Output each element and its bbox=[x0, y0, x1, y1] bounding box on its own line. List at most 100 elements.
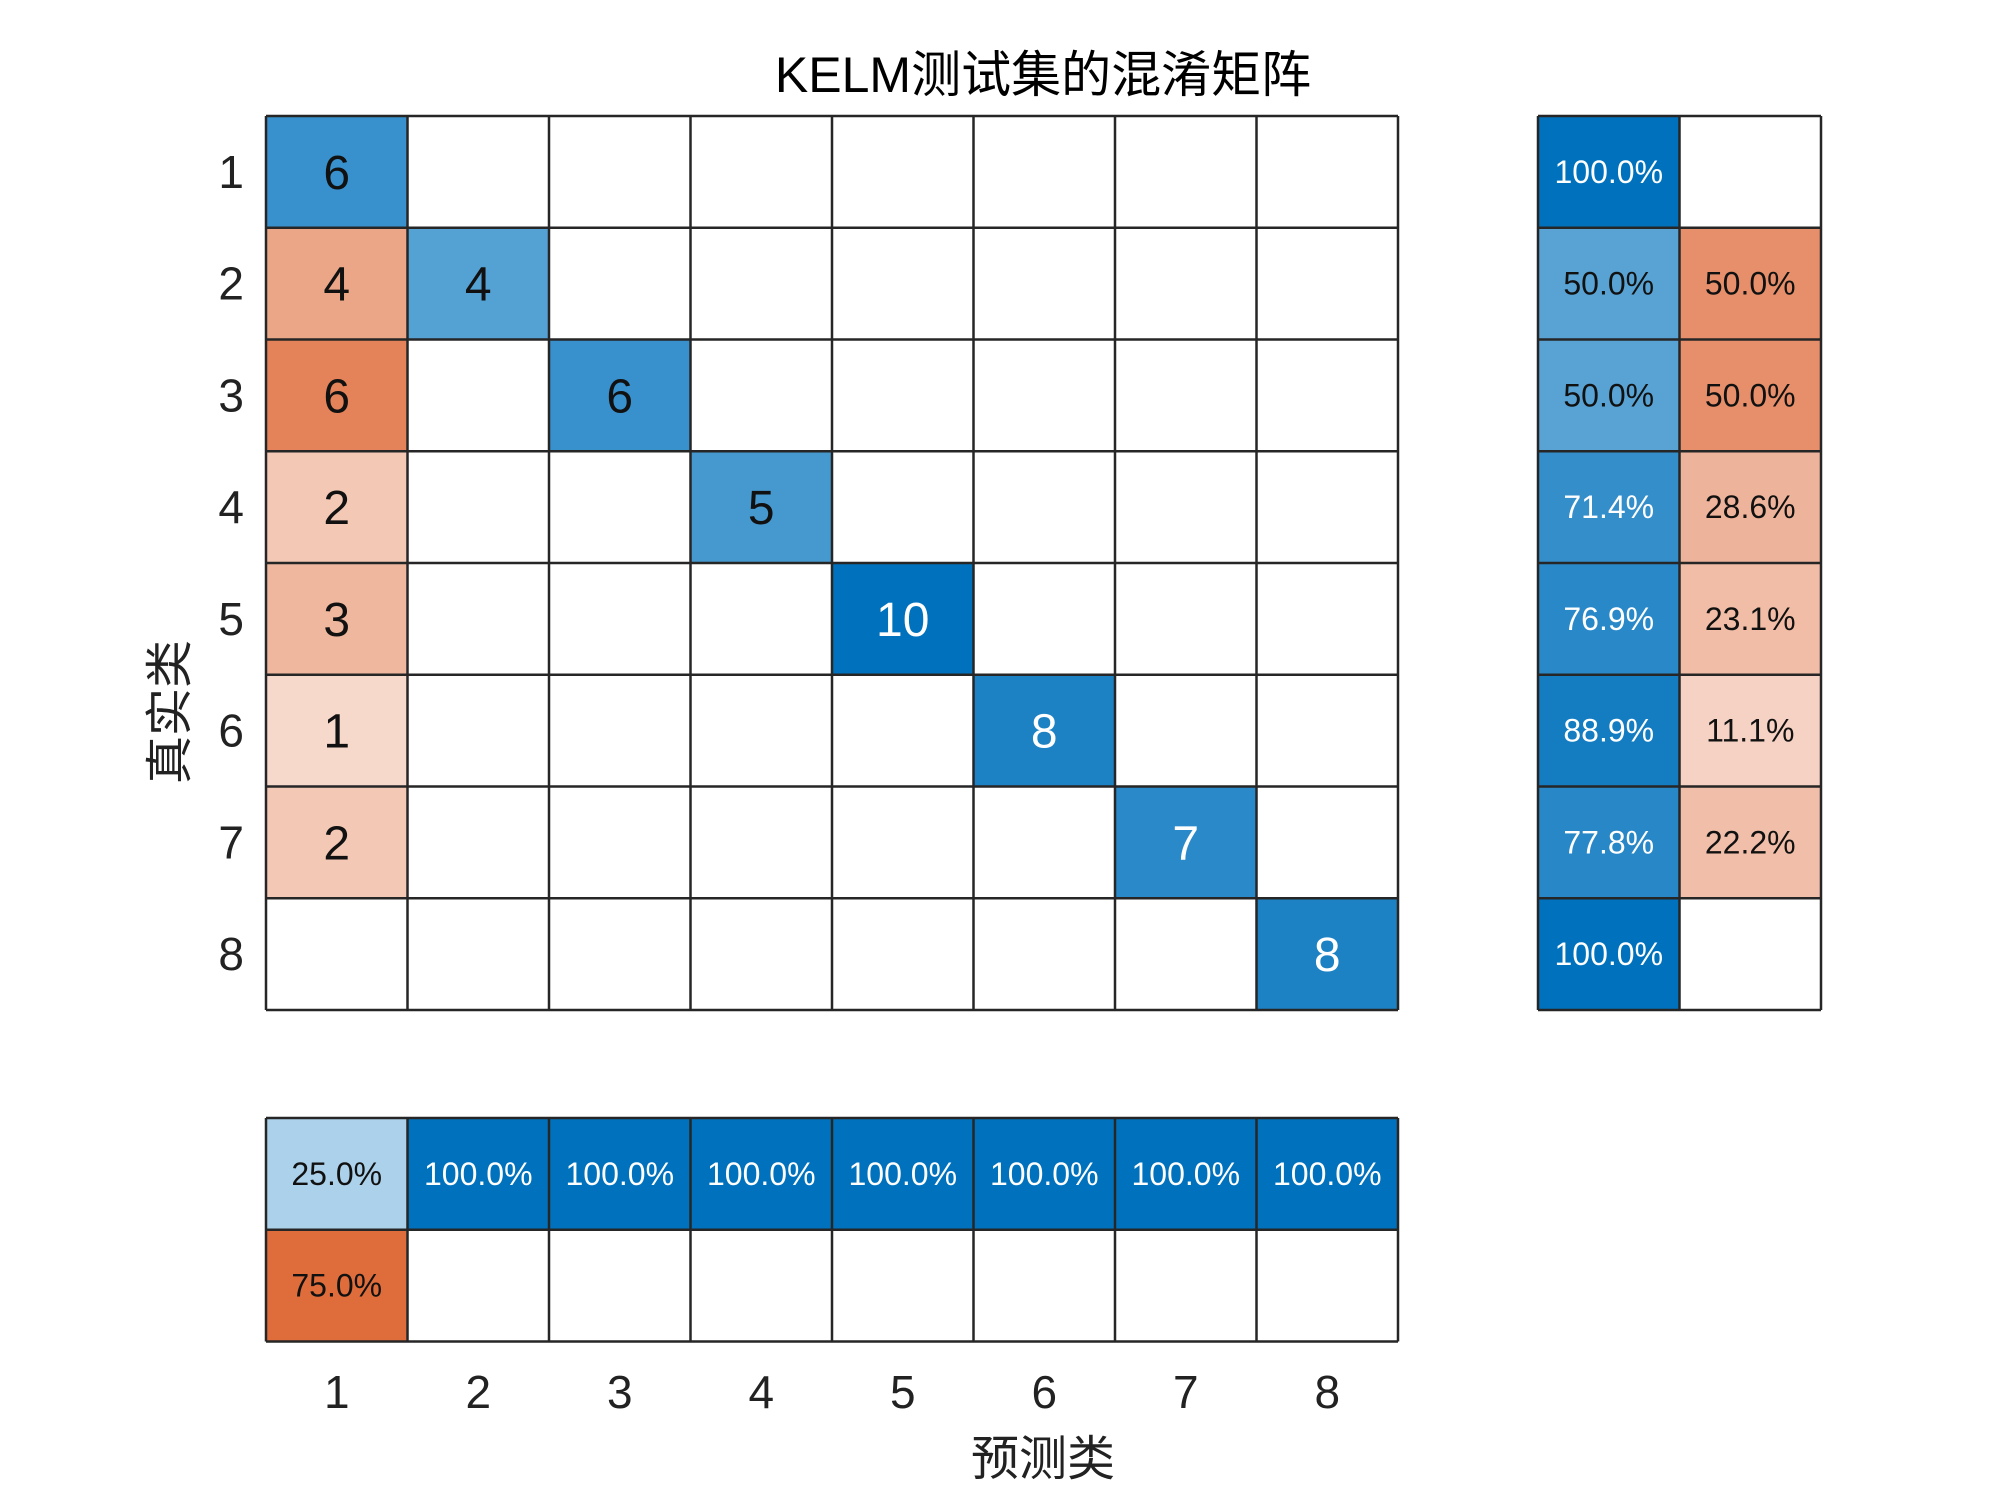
matrix-cell-2-6 bbox=[973, 227, 1115, 340]
row-summary-value-2-incorrect: 50.0% bbox=[1705, 266, 1796, 302]
row-summary-value-4-incorrect: 28.6% bbox=[1705, 489, 1796, 525]
column-summary-cell-7-correct bbox=[1115, 1118, 1257, 1230]
matrix-count-3-1: 6 bbox=[323, 370, 350, 423]
row-summary-matrix: 100.0% 50.0% 50.0% 50.0% 50.0% 71.4% 28.6% 76.9… bbox=[1536, 114, 1823, 1012]
column-summary-value-6-correct: 100.0% bbox=[990, 1156, 1099, 1192]
x-axis-ticks: 1 2 3 4 5 6 7 8 bbox=[324, 1366, 1340, 1418]
matrix-count-7-1: 2 bbox=[323, 817, 350, 870]
matrix-cell-7-7 bbox=[1115, 786, 1257, 899]
column-summary-cell-5-correct bbox=[832, 1118, 974, 1230]
matrix-cell-6-5 bbox=[832, 674, 974, 787]
matrix-cell-4-3 bbox=[549, 451, 691, 563]
row-summary-cell-8-correct bbox=[1538, 898, 1680, 1010]
matrix-cell-3-6 bbox=[973, 339, 1115, 452]
row-summary-cell-4-incorrect bbox=[1679, 451, 1821, 563]
matrix-cell-3-5 bbox=[832, 339, 974, 452]
matrix-cell-6-6 bbox=[973, 674, 1115, 787]
matrix-cell-6-2 bbox=[407, 674, 549, 787]
row-summary-cell-1-correct bbox=[1538, 116, 1680, 228]
row-summary-cell-7-correct bbox=[1538, 786, 1680, 899]
column-summary-cell-2-correct bbox=[407, 1118, 549, 1230]
matrix-cell-7-2 bbox=[407, 786, 549, 899]
column-summary-cell-6-incorrect bbox=[973, 1229, 1115, 1342]
y-tick-label: 5 bbox=[218, 593, 244, 645]
x-tick-label: 3 bbox=[607, 1366, 633, 1418]
row-summary-value-2-correct: 50.0% bbox=[1563, 266, 1654, 302]
matrix-count-3-3: 6 bbox=[606, 370, 633, 423]
x-tick-label: 6 bbox=[1031, 1366, 1057, 1418]
matrix-cell-1-1 bbox=[266, 116, 408, 228]
column-summary-value-7-correct: 100.0% bbox=[1131, 1156, 1240, 1192]
matrix-cell-4-1 bbox=[266, 451, 408, 563]
row-summary-cell-6-incorrect bbox=[1679, 674, 1821, 787]
row-summary-cell-7-incorrect bbox=[1679, 786, 1821, 899]
column-summary-cell-3-correct bbox=[549, 1118, 691, 1230]
x-tick-label: 8 bbox=[1314, 1366, 1340, 1418]
matrix-cell-5-6 bbox=[973, 563, 1115, 675]
y-axis-ticks: 1 2 3 4 5 6 7 8 bbox=[218, 146, 244, 980]
row-summary-cell-4-correct bbox=[1538, 451, 1680, 563]
row-summary-value-7-incorrect: 22.2% bbox=[1705, 824, 1796, 860]
column-summary-value-4-correct: 100.0% bbox=[707, 1156, 816, 1192]
matrix-cell-5-2 bbox=[407, 563, 549, 675]
matrix-cell-1-4 bbox=[690, 116, 832, 228]
row-summary-cell-6-correct bbox=[1538, 674, 1680, 787]
matrix-cell-4-2 bbox=[407, 451, 549, 563]
y-tick-label: 1 bbox=[218, 146, 244, 198]
matrix-count-5-1: 3 bbox=[323, 594, 350, 647]
matrix-cell-7-8 bbox=[1256, 786, 1398, 899]
row-summary-value-5-incorrect: 23.1% bbox=[1705, 601, 1796, 637]
matrix-count-2-2: 4 bbox=[465, 259, 492, 312]
matrix-cell-1-8 bbox=[1256, 116, 1398, 228]
matrix-count-4-1: 2 bbox=[323, 482, 350, 535]
matrix-cell-7-4 bbox=[690, 786, 832, 899]
matrix-cell-4-6 bbox=[973, 451, 1115, 563]
matrix-cell-6-1 bbox=[266, 674, 408, 787]
matrix-cell-8-2 bbox=[407, 898, 549, 1010]
matrix-cell-3-2 bbox=[407, 339, 549, 452]
x-axis-label: 预测类 bbox=[971, 1431, 1115, 1487]
column-summary-cell-3-incorrect bbox=[549, 1229, 691, 1342]
matrix-count-4-4: 5 bbox=[748, 482, 775, 535]
matrix-cell-6-4 bbox=[690, 674, 832, 787]
x-tick-label: 7 bbox=[1173, 1366, 1199, 1418]
matrix-cell-3-8 bbox=[1256, 339, 1398, 452]
row-summary-cell-3-incorrect bbox=[1679, 339, 1821, 452]
matrix-cell-7-5 bbox=[832, 786, 974, 899]
y-tick-label: 2 bbox=[218, 258, 244, 310]
row-summary-cell-2-incorrect bbox=[1679, 227, 1821, 340]
column-summary-value-1-incorrect: 75.0% bbox=[291, 1268, 382, 1304]
x-tick-label: 5 bbox=[890, 1366, 916, 1418]
y-tick-label: 7 bbox=[218, 816, 244, 868]
y-axis-label: 真实类 bbox=[142, 640, 198, 784]
matrix-cell-2-5 bbox=[832, 227, 974, 340]
y-tick-label: 3 bbox=[218, 369, 244, 421]
matrix-cell-8-8 bbox=[1256, 898, 1398, 1010]
matrix-count-5-5: 10 bbox=[876, 594, 929, 647]
matrix-count-8-8: 8 bbox=[1314, 929, 1341, 982]
row-summary-value-3-incorrect: 50.0% bbox=[1705, 377, 1796, 413]
matrix-count-1-1: 6 bbox=[323, 147, 350, 200]
matrix-cell-2-3 bbox=[549, 227, 691, 340]
y-tick-label: 6 bbox=[218, 705, 244, 757]
x-tick-label: 2 bbox=[465, 1366, 491, 1418]
row-summary-cell-2-correct bbox=[1538, 227, 1680, 340]
column-summary-cell-1-incorrect bbox=[266, 1229, 408, 1342]
column-summary-cell-7-incorrect bbox=[1115, 1229, 1257, 1342]
matrix-cell-8-1 bbox=[266, 898, 408, 1010]
column-summary-cell-4-incorrect bbox=[690, 1229, 832, 1342]
column-summary-value-3-correct: 100.0% bbox=[565, 1156, 674, 1192]
matrix-cell-7-6 bbox=[973, 786, 1115, 899]
row-summary-cell-3-correct bbox=[1538, 339, 1680, 452]
y-tick-label: 4 bbox=[218, 481, 244, 533]
row-summary-value-8-correct: 100.0% bbox=[1554, 936, 1663, 972]
column-summary-cell-4-correct bbox=[690, 1118, 832, 1230]
matrix-cell-8-5 bbox=[832, 898, 974, 1010]
column-summary-value-1-correct: 25.0% bbox=[291, 1156, 382, 1192]
column-summary-value-8-correct: 100.0% bbox=[1273, 1156, 1382, 1192]
matrix-count-6-6: 8 bbox=[1031, 706, 1058, 759]
column-summary-cell-2-incorrect bbox=[407, 1229, 549, 1342]
y-tick-label: 8 bbox=[218, 928, 244, 980]
matrix-cell-4-4 bbox=[690, 451, 832, 563]
row-summary-value-5-correct: 76.9% bbox=[1563, 601, 1654, 637]
